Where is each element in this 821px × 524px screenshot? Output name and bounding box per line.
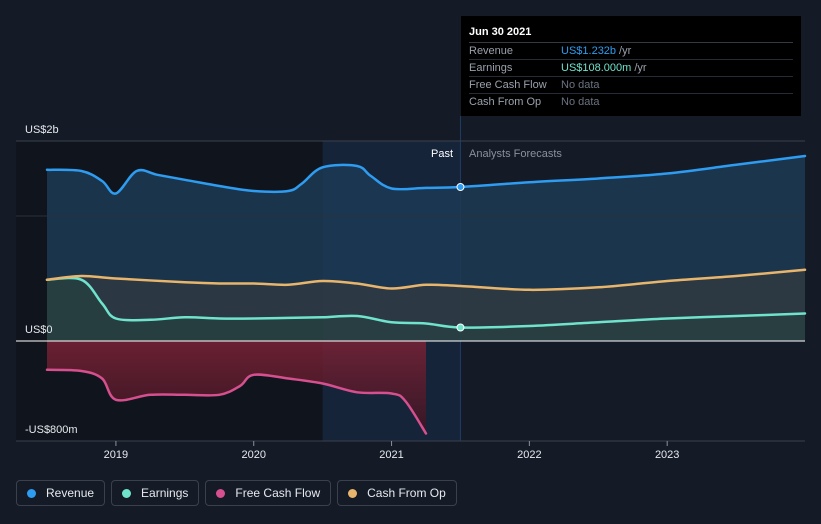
- series-line-revenue: [45, 154, 807, 195]
- legend-dot-icon: [27, 488, 36, 498]
- tooltip-date: Jun 30 2021: [469, 24, 793, 43]
- y-tick-label: US$0: [25, 324, 53, 336]
- series-line-free-cash-flow: [45, 368, 428, 435]
- tooltip-unit: /yr: [619, 45, 632, 57]
- past-label: Past: [431, 148, 453, 160]
- data-tooltip: Jun 30 2021 Revenue US$1.232b /yr Earnin…: [461, 16, 801, 116]
- tooltip-row-earnings: Earnings US$108.000m /yr: [469, 60, 793, 77]
- forecast-label: Analysts Forecasts: [469, 148, 562, 160]
- tooltip-label: Free Cash Flow: [469, 79, 547, 91]
- tooltip-unit: /yr: [634, 62, 647, 74]
- y-tick-label: US$2b: [25, 124, 59, 136]
- x-tick-label: 2020: [241, 449, 265, 461]
- legend-label: Free Cash Flow: [235, 486, 321, 500]
- tooltip-row-revenue: Revenue US$1.232b /yr: [469, 43, 793, 60]
- legend-label: Revenue: [46, 486, 95, 500]
- legend-item-free-cash-flow[interactable]: Free Cash Flow: [205, 480, 332, 506]
- chart-legend: Revenue Earnings Free Cash Flow Cash Fro…: [16, 480, 457, 506]
- x-tick-label: 2021: [379, 449, 403, 461]
- data-point-marker: [456, 183, 465, 191]
- legend-item-revenue[interactable]: Revenue: [16, 480, 106, 506]
- x-tick-label: 2019: [104, 449, 128, 461]
- tooltip-label: Cash From Op: [469, 96, 542, 108]
- tooltip-value: US$1.232b: [561, 45, 617, 57]
- tooltip-label: Revenue: [469, 45, 514, 57]
- data-point-marker: [456, 323, 465, 332]
- tooltip-value: No data: [561, 79, 600, 91]
- tooltip-row-cash-from-op: Cash From Op No data: [469, 94, 793, 110]
- tooltip-value: US$108.000m: [561, 62, 632, 74]
- legend-item-cash-from-op[interactable]: Cash From Op: [337, 480, 457, 506]
- tooltip-label: Earnings: [469, 62, 513, 74]
- tooltip-row-free-cash-flow: Free Cash Flow No data: [469, 77, 793, 94]
- legend-label: Earnings: [141, 486, 189, 500]
- series-line-earnings: [45, 276, 807, 329]
- tooltip-value: No data: [561, 96, 600, 108]
- x-tick-label: 2022: [517, 449, 541, 461]
- series-area-cash-from-op: [47, 269, 805, 341]
- legend-dot-icon: [122, 488, 132, 498]
- legend-item-earnings[interactable]: Earnings: [111, 480, 200, 506]
- chart-canvas: US$2b US$0 -US$800m Past Analysts Foreca…: [16, 116, 807, 461]
- y-tick-label: -US$800m: [25, 424, 78, 436]
- x-tick-label: 2023: [655, 449, 679, 461]
- legend-dot-icon: [348, 488, 358, 498]
- series-line-cash-from-op: [45, 268, 807, 292]
- legend-dot-icon: [216, 488, 226, 498]
- series-area-earnings: [47, 278, 805, 341]
- legend-label: Cash From Op: [367, 486, 446, 500]
